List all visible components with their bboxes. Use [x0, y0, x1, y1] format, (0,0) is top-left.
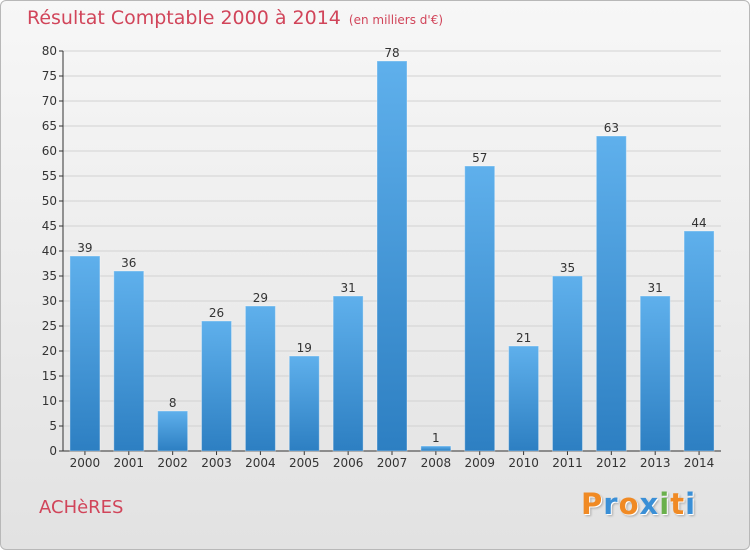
- data-label: 26: [209, 306, 224, 320]
- x-tick-label: 2000: [70, 456, 101, 470]
- data-label: 19: [297, 341, 312, 355]
- y-tick-label: 30: [42, 294, 57, 308]
- bar-highlight: [683, 230, 715, 452]
- x-tick-label: 2009: [464, 456, 495, 470]
- x-tick-label: 2002: [157, 456, 188, 470]
- y-tick-label: 65: [42, 119, 57, 133]
- bar-highlight: [244, 305, 276, 452]
- commune-name: ACHèRES: [39, 497, 124, 518]
- data-label: 35: [560, 261, 575, 275]
- bar-highlight: [332, 295, 364, 452]
- bars: [69, 60, 715, 452]
- logo-letter: x: [639, 487, 660, 521]
- data-label: 39: [77, 241, 92, 255]
- logo-letter: P: [581, 487, 604, 521]
- y-tick-label: 15: [42, 369, 57, 383]
- data-labels: 39 36 8 26 29 19 31 78 1 57 21 35 63 31 44: [77, 46, 706, 445]
- x-tick-label: 2006: [333, 456, 364, 470]
- bar: [377, 61, 407, 451]
- data-label: 44: [691, 216, 706, 230]
- data-label: 1: [432, 431, 440, 445]
- bar: [596, 136, 627, 451]
- x-tick-label: 2013: [640, 456, 671, 470]
- bar-highlight: [639, 295, 671, 452]
- y-tick-label: 35: [42, 269, 57, 283]
- y-tick-label: 50: [42, 194, 57, 208]
- y-tick-labels: 0 5 10 15 20 25 30 35 40 45 50 55 60 65 70 75 80: [42, 44, 57, 458]
- x-tick-label: 2008: [421, 456, 452, 470]
- x-tick-label: 2007: [377, 456, 408, 470]
- y-tick-label: 60: [42, 144, 57, 158]
- bar: [508, 346, 539, 451]
- data-label: 8: [169, 396, 177, 410]
- y-tick-label: 55: [42, 169, 57, 183]
- bar-highlight: [288, 355, 320, 452]
- chart-title-main: Résultat Comptable 2000 à 2014: [27, 7, 341, 29]
- bar: [201, 321, 232, 451]
- x-tick-label: 2004: [245, 456, 276, 470]
- x-tick-label: 2003: [201, 456, 232, 470]
- x-tick-label: 2001: [114, 456, 145, 470]
- bar-highlight: [69, 255, 101, 452]
- x-tick-label: 2014: [684, 456, 715, 470]
- bar-highlight: [113, 270, 145, 452]
- bar: [333, 296, 364, 451]
- bar: [245, 306, 276, 451]
- data-label: 31: [340, 281, 355, 295]
- bar: [420, 446, 451, 451]
- data-label: 57: [472, 151, 487, 165]
- bar: [684, 231, 715, 451]
- logo-letter: o: [618, 487, 640, 521]
- bar-highlight: [420, 445, 452, 452]
- data-label: 63: [604, 121, 619, 135]
- bar: [464, 166, 495, 451]
- y-tick-label: 75: [42, 69, 57, 83]
- bar: [157, 411, 188, 451]
- y-tick-label: 25: [42, 319, 57, 333]
- bar: [289, 356, 320, 451]
- y-tick-label: 20: [42, 344, 57, 358]
- chart-title: Résultat Comptable 2000 à 2014 (en millie…: [27, 7, 443, 29]
- chart-title-unit: (en milliers d'€): [348, 13, 444, 27]
- y-tick-label: 0: [49, 444, 57, 458]
- logo-letter: t: [670, 487, 686, 521]
- bar: [640, 296, 671, 451]
- bar-highlight: [201, 320, 233, 452]
- y-tick-label: 40: [42, 244, 57, 258]
- bar: [552, 276, 583, 451]
- logo-letter: i: [685, 487, 697, 521]
- proxiti-logo[interactable]: Proxiti: [581, 487, 696, 521]
- bar-highlight: [551, 275, 583, 452]
- x-tick-label: 2012: [596, 456, 627, 470]
- x-tick-labels: 2000 2001 2002 2003 2004 2005 2006 2007 2008 2009…: [70, 456, 715, 470]
- logo-letter: i: [659, 487, 671, 521]
- y-tick-label: 5: [49, 419, 57, 433]
- bar-highlight: [464, 165, 496, 452]
- data-label: 78: [384, 46, 399, 60]
- bar: [113, 271, 144, 451]
- data-label: 31: [648, 281, 663, 295]
- bar-highlight: [595, 135, 627, 452]
- y-tick-label: 80: [42, 44, 57, 58]
- y-tick-label: 45: [42, 219, 57, 233]
- bar-highlight: [157, 410, 189, 452]
- bar-highlight: [376, 60, 408, 452]
- y-tick-label: 10: [42, 394, 57, 408]
- bar: [69, 256, 100, 451]
- data-label: 29: [253, 291, 268, 305]
- data-label: 21: [516, 331, 531, 345]
- y-tick-label: 70: [42, 94, 57, 108]
- logo-letter: r: [603, 487, 619, 521]
- bar-highlight: [508, 345, 540, 452]
- x-tick-label: 2011: [552, 456, 583, 470]
- data-label: 36: [121, 256, 136, 270]
- x-tick-label: 2005: [289, 456, 320, 470]
- x-tick-label: 2010: [508, 456, 539, 470]
